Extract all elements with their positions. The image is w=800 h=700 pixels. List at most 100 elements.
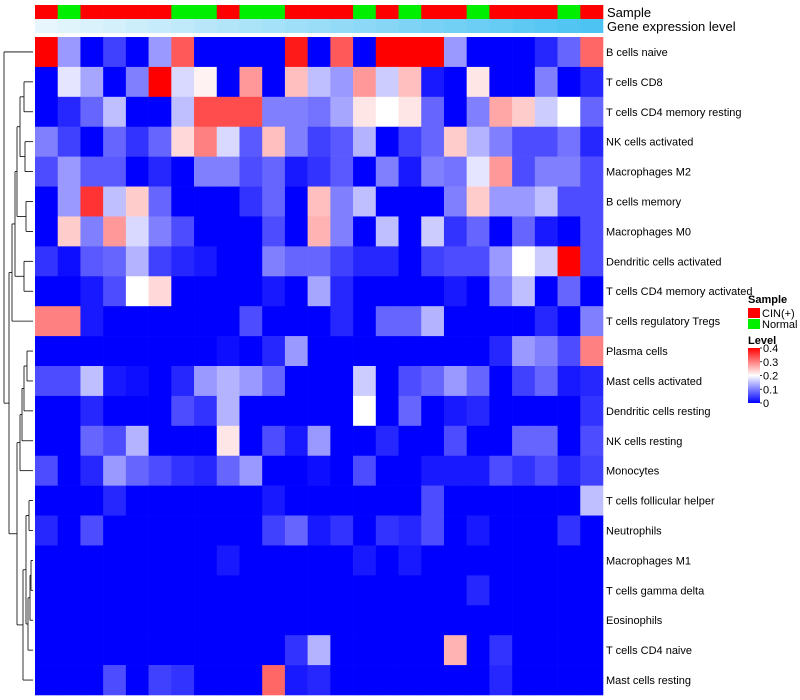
heatmap-cell (489, 216, 513, 247)
heatmap-cell (35, 665, 59, 696)
heatmap-cell (262, 96, 286, 128)
heatmap-cell (307, 575, 331, 606)
sample-group-cell (466, 5, 490, 19)
heatmap-cell (512, 186, 536, 217)
heatmap-cell (284, 635, 308, 666)
annotation-tracks (35, 5, 604, 33)
heatmap-cell (194, 216, 218, 247)
heatmap-cell (194, 156, 218, 187)
heatmap-cell (35, 575, 59, 606)
heatmap-cell (353, 156, 377, 187)
heatmap-cell (421, 276, 445, 307)
heatmap-cell (580, 96, 604, 128)
heatmap-cell (239, 635, 263, 666)
heatmap-cell (557, 186, 581, 217)
heatmap-cell (171, 545, 195, 576)
heatmap-cell (557, 425, 581, 457)
heatmap-cell (443, 455, 467, 486)
heatmap-cell (512, 575, 536, 606)
heatmap-cell (443, 515, 467, 546)
heatmap-cell (35, 246, 59, 277)
heatmap-cell (125, 336, 149, 367)
heatmap-cell (398, 246, 422, 277)
heatmap-cell (80, 276, 104, 307)
sample-group-cell (512, 5, 536, 19)
heatmap-cell (307, 336, 331, 367)
heatmap-cell (580, 395, 604, 427)
heatmap-cell (80, 395, 104, 427)
heatmap-cell (239, 336, 263, 367)
sample-group-cell (262, 5, 286, 19)
expression-level-cell (80, 19, 104, 33)
heatmap-cell (443, 545, 467, 576)
heatmap-cell (534, 66, 558, 98)
heatmap-cell (171, 66, 195, 98)
heatmap-cell (284, 126, 308, 157)
heatmap-cell (398, 66, 422, 98)
heatmap-cell (239, 66, 263, 98)
heatmap-cell (330, 425, 354, 457)
heatmap-cell (466, 96, 490, 128)
heatmap-cell (307, 635, 331, 666)
heatmap-cell (80, 545, 104, 576)
heatmap-cell (580, 276, 604, 307)
heatmap-cell (557, 276, 581, 307)
expression-level-cell (512, 19, 536, 33)
heatmap-cell (398, 455, 422, 486)
heatmap-cell (148, 366, 172, 397)
heatmap-cell (171, 366, 195, 397)
heatmap-cell (284, 455, 308, 486)
expression-level-cell (103, 19, 127, 33)
heatmap-cell (80, 485, 104, 516)
heatmap-cell (353, 216, 377, 247)
heatmap-cell (421, 575, 445, 606)
heatmap-cell (421, 96, 445, 128)
row-label: B cells naive (606, 47, 668, 59)
heatmap-cell (216, 605, 240, 636)
heatmap-cell (35, 545, 59, 576)
heatmap-cell (103, 336, 127, 367)
heatmap-cell (557, 216, 581, 247)
expression-level-cell (375, 19, 399, 33)
heatmap-cell (421, 425, 445, 457)
heatmap-cell (375, 37, 399, 68)
heatmap-cell (57, 575, 81, 606)
heatmap-cell (35, 216, 59, 247)
heatmap-cell (512, 96, 536, 128)
heatmap-cell (239, 575, 263, 606)
expression-level-cell (35, 19, 59, 33)
heatmap-cell (125, 246, 149, 277)
heatmap-cell (375, 395, 399, 427)
heatmap-cell (262, 306, 286, 337)
heatmap-cell (466, 605, 490, 636)
heatmap-cell (216, 515, 240, 546)
heatmap-cell (284, 366, 308, 397)
heatmap-cell (216, 665, 240, 696)
heatmap-cell (35, 276, 59, 307)
heatmap-cell (375, 366, 399, 397)
heatmap-cell (443, 395, 467, 427)
heatmap-cell (80, 126, 104, 157)
heatmap-cell (148, 425, 172, 457)
heatmap-cell (216, 336, 240, 367)
heatmap-cell (512, 336, 536, 367)
heatmap-cell (284, 66, 308, 98)
heatmap-cell (307, 395, 331, 427)
heatmap-cell (375, 425, 399, 457)
heatmap-cell (534, 485, 558, 516)
heatmap-cell (57, 395, 81, 427)
heatmap-cell (512, 545, 536, 576)
heatmap-cell (57, 66, 81, 98)
heatmap-cell (398, 336, 422, 367)
heatmap-cell (330, 575, 354, 606)
heatmap-cell (557, 306, 581, 337)
heatmap-cell (398, 395, 422, 427)
legend-tick-label: 0.4 (763, 343, 778, 355)
heatmap-cell (330, 395, 354, 427)
row-label: Eosinophils (606, 615, 663, 627)
heatmap-cell (466, 425, 490, 457)
heatmap-cell (375, 635, 399, 666)
sample-group-cell (171, 5, 195, 19)
heatmap-cell (489, 605, 513, 636)
heatmap-cell (35, 336, 59, 367)
